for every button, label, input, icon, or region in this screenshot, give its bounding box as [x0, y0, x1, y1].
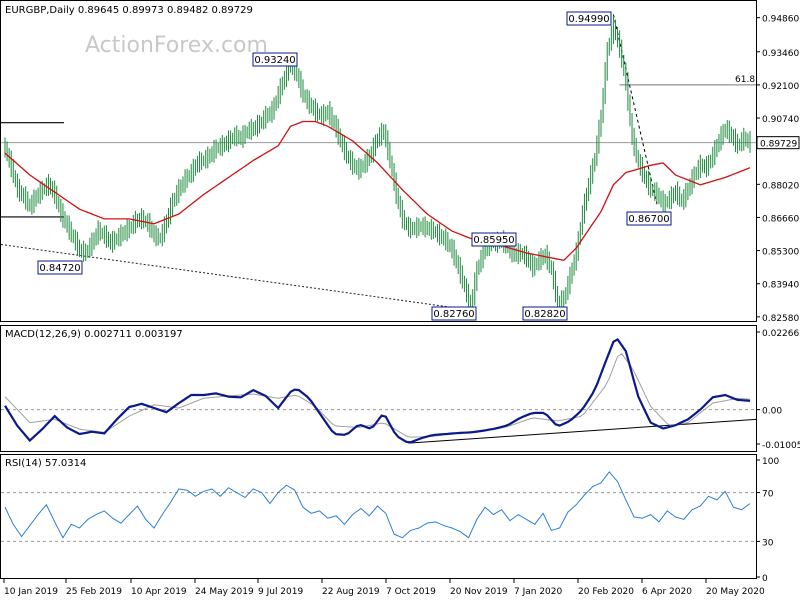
rsi-tick-label: 0	[762, 574, 768, 584]
current-price-badge	[756, 136, 800, 150]
macd-line	[4, 337, 751, 444]
rsi-panel-header: RSI(14) 57.0314	[5, 458, 86, 469]
date-tick-label: 25 Feb 2019	[66, 587, 122, 597]
pivot-label-box	[252, 52, 298, 67]
rsi-lines	[4, 471, 751, 539]
price-tick-label: 0.85300	[762, 248, 799, 258]
pivot-label-text: 0.82820	[524, 309, 565, 320]
macd-trendline	[408, 418, 757, 444]
rsi-panel-frame	[0, 454, 757, 579]
date-tick-label: 6 Apr 2020	[642, 587, 692, 597]
rsi-tick-label: 100	[762, 457, 779, 467]
price-lines	[4, 120, 751, 262]
price-tick-label: 0.83940	[762, 281, 799, 291]
pivot-label-text: 0.93240	[254, 55, 295, 66]
pivot-label-box	[626, 211, 672, 226]
macd-tick-label: -0.010052	[762, 441, 800, 451]
fib-61-8-label: 61.8	[735, 75, 755, 85]
price-tick-label: 0.88020	[762, 181, 799, 191]
date-tick-label: 24 May 2019	[195, 587, 254, 597]
price-tick-label: 0.86660	[762, 214, 799, 224]
watermark-text: ActionForex.com	[85, 33, 268, 58]
price-tick-label: 0.90740	[762, 115, 799, 125]
date-tick-label: 7 Jan 2020	[514, 587, 562, 597]
pivot-label-box	[566, 11, 612, 26]
price-panel-frame	[0, 0, 757, 322]
macd-axis: 0.022662 0.00 -0.010052	[756, 329, 800, 451]
pivot-label-box	[471, 232, 517, 247]
date-tick-label: 22 Aug 2019	[322, 587, 380, 597]
macd-signal-line	[4, 353, 751, 438]
price-tick-label: 0.82580	[762, 314, 799, 324]
rsi-axis: 100 70 30 0	[756, 457, 779, 584]
pivot-label-text: 0.85950	[473, 235, 514, 246]
rsi-tick-label: 30	[762, 538, 774, 548]
date-tick-label: 9 Jul 2019	[258, 587, 303, 597]
pivot-label-text: 0.84720	[39, 263, 80, 274]
rsi-tick-label: 70	[762, 490, 774, 500]
macd-tick-label: 0.022662	[762, 329, 800, 339]
price-tick-label: 0.94860	[762, 15, 799, 25]
price-panel-header: EURGBP,Daily 0.89645 0.89973 0.89482 0.8…	[5, 5, 253, 16]
macd-reference-lines	[1, 409, 757, 444]
pivot-label-text: 0.94990	[568, 14, 609, 25]
date-tick-label: 20 Nov 2019	[450, 587, 508, 597]
rsi-reference-lines	[1, 492, 756, 542]
pivot-label-box	[37, 260, 83, 275]
macd-lines	[4, 337, 751, 444]
pivot-label-box	[522, 306, 568, 321]
date-tick-label: 20 May 2020	[706, 587, 765, 597]
price-tick-label: 0.92100	[762, 82, 799, 92]
moving-average-line	[4, 120, 751, 262]
retracement-dashed-line	[612, 14, 658, 205]
date-tick-label: 10 Jan 2019	[4, 587, 58, 597]
rsi-line	[4, 471, 751, 539]
price-bars	[4, 15, 751, 316]
price-axis: 0.94860 0.93460 0.92100 0.90740 0.88020 0.866…	[756, 15, 800, 324]
price-pivot-labels: 0.93240 0.94990 0.84720 0.85950 0.86700 0.827…	[37, 11, 672, 321]
price-reference-lines: 61.8	[0, 14, 756, 311]
date-tick-label: 10 Apr 2019	[131, 587, 187, 597]
macd-panel-frame	[0, 325, 757, 452]
macd-panel-header: MACD(12,26,9) 0.002711 0.003197	[5, 329, 183, 340]
pivot-label-text: 0.82760	[433, 309, 474, 320]
date-tick-label: 20 Feb 2020	[578, 587, 634, 597]
current-price-label: 0.89729	[760, 140, 797, 150]
pivot-label-text: 0.86700	[628, 214, 669, 225]
date-tick-label: 7 Oct 2019	[386, 587, 436, 597]
support-trendline	[0, 243, 473, 311]
macd-tick-label: 0.00	[762, 407, 782, 417]
pivot-label-box	[431, 306, 477, 321]
date-axis: 10 Jan 2019 25 Feb 2019 10 Apr 2019 24 May …	[3, 579, 765, 597]
price-tick-label: 0.93460	[762, 49, 799, 59]
